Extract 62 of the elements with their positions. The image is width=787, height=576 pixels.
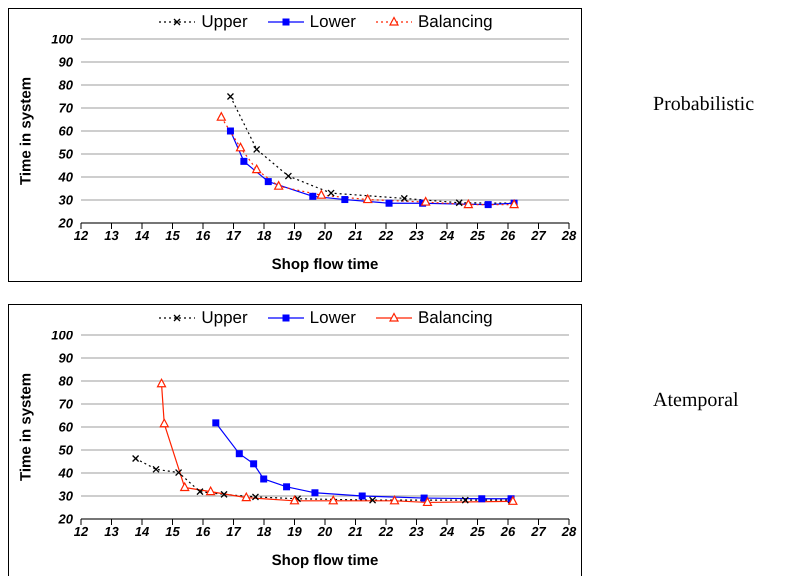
y-tick-label: 70 bbox=[58, 100, 74, 116]
x-tick-label: 18 bbox=[256, 228, 272, 244]
x-tick-label: 18 bbox=[256, 524, 272, 540]
x-tick-label: 12 bbox=[74, 524, 89, 540]
x-tick-label: 24 bbox=[438, 524, 455, 540]
x-tick-label: 22 bbox=[378, 524, 394, 540]
x-tick-label: 24 bbox=[438, 228, 455, 244]
y-tick-label: 50 bbox=[58, 146, 74, 162]
y-tick-label: 70 bbox=[58, 396, 74, 412]
x-tick-label: 25 bbox=[469, 228, 486, 244]
y-tick-label: 20 bbox=[58, 512, 74, 527]
x-tick-label: 15 bbox=[165, 228, 180, 244]
x-tick-label: 25 bbox=[469, 524, 486, 540]
y-tick-label: 50 bbox=[58, 442, 74, 458]
text: Probabilistic bbox=[653, 93, 754, 116]
x-tick-label: 27 bbox=[530, 524, 546, 540]
x-tick-label: 14 bbox=[134, 524, 150, 540]
legend-label: Lower bbox=[310, 308, 356, 328]
y-tick-label: 80 bbox=[58, 78, 74, 93]
legend-label: Balancing bbox=[418, 12, 493, 32]
legend-label: Upper bbox=[201, 308, 248, 328]
y-tick-label: 90 bbox=[58, 350, 74, 366]
x-tick-label: 12 bbox=[74, 228, 89, 244]
x-tick-label: 23 bbox=[408, 228, 424, 244]
x-tick-label: 22 bbox=[378, 228, 394, 244]
x-tick-label: 16 bbox=[196, 228, 211, 244]
y-tick-label: 60 bbox=[58, 420, 74, 435]
x-tick-label: 17 bbox=[226, 524, 242, 540]
y-tick-label: 90 bbox=[58, 54, 74, 70]
y-tick-label: 30 bbox=[58, 488, 74, 504]
x-tick-label: 26 bbox=[500, 524, 516, 540]
x-tick-label: 23 bbox=[408, 524, 424, 540]
y-tick-label: 40 bbox=[58, 170, 74, 185]
y-tick-label: 30 bbox=[58, 192, 74, 208]
y-tick-label: 40 bbox=[58, 466, 74, 481]
y-axis-title: Time in system bbox=[17, 76, 34, 186]
x-axis-title: Shop flow time bbox=[272, 256, 378, 273]
x-tick-label: 21 bbox=[347, 524, 363, 540]
x-tick-label: 16 bbox=[196, 524, 211, 540]
x-tick-label: 28 bbox=[560, 524, 577, 540]
y-tick-label: 20 bbox=[58, 216, 74, 231]
x-tick-label: 15 bbox=[165, 524, 180, 540]
x-tick-label: 17 bbox=[226, 228, 242, 244]
y-axis-title: Time in system bbox=[17, 372, 34, 482]
text: Atemporal bbox=[653, 389, 739, 412]
x-tick-label: 28 bbox=[560, 228, 577, 244]
x-tick-label: 20 bbox=[316, 228, 333, 244]
x-axis-title: Shop flow time bbox=[272, 552, 378, 569]
x-tick-label: 27 bbox=[530, 228, 546, 244]
x-tick-label: 19 bbox=[287, 524, 302, 540]
x-tick-label: 13 bbox=[104, 524, 120, 540]
x-tick-label: 20 bbox=[316, 524, 333, 540]
legend-label: Upper bbox=[201, 12, 248, 32]
x-tick-label: 26 bbox=[500, 228, 516, 244]
y-tick-label: 80 bbox=[58, 374, 74, 389]
y-tick-label: 60 bbox=[58, 124, 74, 139]
x-tick-label: 14 bbox=[134, 228, 150, 244]
x-tick-label: 21 bbox=[347, 228, 363, 244]
legend-label: Lower bbox=[310, 12, 356, 32]
x-tick-label: 13 bbox=[104, 228, 120, 244]
x-tick-label: 19 bbox=[287, 228, 302, 244]
legend-label: Balancing bbox=[418, 308, 493, 328]
